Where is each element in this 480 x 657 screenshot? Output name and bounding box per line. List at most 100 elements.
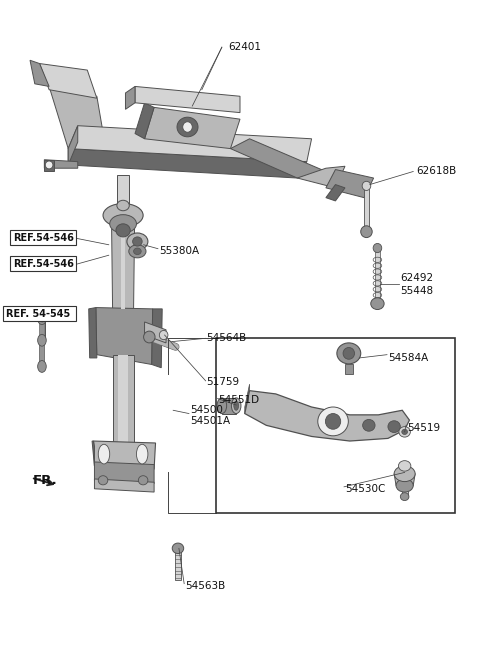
Text: REF.54-546: REF.54-546 — [13, 260, 74, 269]
Ellipse shape — [325, 413, 341, 429]
Text: 54519: 54519 — [407, 423, 440, 433]
Polygon shape — [222, 398, 236, 413]
Polygon shape — [95, 479, 154, 492]
Text: 55448: 55448 — [400, 286, 433, 296]
Polygon shape — [135, 102, 154, 139]
Ellipse shape — [400, 493, 409, 501]
Polygon shape — [374, 250, 380, 304]
Text: 54584A: 54584A — [388, 353, 428, 363]
Ellipse shape — [363, 419, 375, 431]
Text: 54530C: 54530C — [345, 484, 385, 494]
Polygon shape — [345, 364, 353, 374]
Ellipse shape — [318, 407, 348, 436]
Text: 54500: 54500 — [190, 405, 223, 415]
Ellipse shape — [362, 181, 371, 191]
Ellipse shape — [117, 200, 129, 211]
Polygon shape — [94, 441, 156, 469]
Text: 62401: 62401 — [228, 42, 261, 52]
Polygon shape — [113, 355, 133, 446]
Text: 54551D: 54551D — [218, 396, 260, 405]
FancyBboxPatch shape — [3, 306, 76, 321]
Polygon shape — [92, 441, 95, 466]
Ellipse shape — [159, 330, 168, 340]
Polygon shape — [89, 307, 97, 358]
Text: 54501A: 54501A — [190, 417, 230, 426]
Polygon shape — [49, 87, 107, 152]
Polygon shape — [95, 462, 154, 484]
Ellipse shape — [110, 215, 136, 233]
Ellipse shape — [396, 479, 413, 492]
Ellipse shape — [45, 161, 53, 169]
Ellipse shape — [172, 543, 184, 554]
Polygon shape — [117, 175, 129, 204]
Ellipse shape — [343, 348, 355, 359]
Ellipse shape — [37, 361, 46, 373]
Polygon shape — [68, 125, 78, 165]
Ellipse shape — [132, 237, 142, 246]
Ellipse shape — [116, 224, 130, 237]
Polygon shape — [120, 229, 125, 309]
Ellipse shape — [361, 226, 372, 238]
Ellipse shape — [231, 398, 241, 413]
Text: 55380A: 55380A — [159, 246, 199, 256]
Ellipse shape — [127, 233, 148, 250]
Text: REF.54-546: REF.54-546 — [13, 233, 74, 243]
Polygon shape — [30, 60, 49, 87]
Ellipse shape — [371, 298, 384, 309]
Polygon shape — [297, 166, 345, 188]
Polygon shape — [152, 309, 162, 368]
Polygon shape — [230, 139, 326, 178]
Polygon shape — [44, 160, 78, 168]
Text: 54563B: 54563B — [185, 581, 226, 591]
Polygon shape — [125, 87, 135, 109]
Polygon shape — [112, 229, 134, 309]
Polygon shape — [135, 87, 240, 112]
Ellipse shape — [394, 466, 415, 482]
Ellipse shape — [136, 444, 148, 464]
Polygon shape — [144, 322, 166, 343]
Polygon shape — [326, 185, 345, 201]
Polygon shape — [144, 107, 240, 148]
Ellipse shape — [337, 343, 361, 364]
Polygon shape — [118, 355, 128, 446]
Ellipse shape — [388, 420, 400, 432]
FancyBboxPatch shape — [11, 231, 76, 246]
Ellipse shape — [129, 245, 146, 258]
Ellipse shape — [398, 461, 411, 471]
Ellipse shape — [103, 204, 143, 227]
Ellipse shape — [373, 244, 382, 252]
Polygon shape — [394, 474, 415, 486]
Ellipse shape — [177, 117, 198, 137]
Ellipse shape — [138, 476, 148, 485]
Text: FR.: FR. — [33, 474, 57, 487]
Ellipse shape — [399, 426, 410, 437]
Polygon shape — [68, 125, 312, 162]
Polygon shape — [364, 186, 369, 231]
FancyBboxPatch shape — [11, 256, 76, 271]
Ellipse shape — [133, 248, 141, 254]
Polygon shape — [402, 486, 408, 497]
Polygon shape — [326, 170, 373, 198]
Ellipse shape — [144, 331, 155, 343]
Ellipse shape — [98, 444, 110, 464]
Text: 62618B: 62618B — [417, 166, 457, 177]
Ellipse shape — [402, 429, 408, 434]
Text: REF. 54-545: REF. 54-545 — [6, 309, 71, 319]
Text: 51759: 51759 — [206, 377, 240, 387]
Text: 54564B: 54564B — [206, 333, 247, 344]
Polygon shape — [96, 307, 153, 365]
Polygon shape — [245, 384, 250, 413]
Polygon shape — [39, 64, 97, 98]
Ellipse shape — [37, 334, 46, 346]
Ellipse shape — [183, 122, 192, 132]
Ellipse shape — [217, 398, 227, 413]
Polygon shape — [68, 148, 307, 178]
Ellipse shape — [37, 313, 46, 325]
Polygon shape — [175, 550, 181, 580]
Polygon shape — [245, 391, 409, 441]
Text: 62492: 62492 — [400, 273, 433, 283]
Polygon shape — [44, 160, 54, 171]
Ellipse shape — [98, 476, 108, 485]
Ellipse shape — [234, 401, 239, 410]
Bar — [216, 338, 455, 513]
